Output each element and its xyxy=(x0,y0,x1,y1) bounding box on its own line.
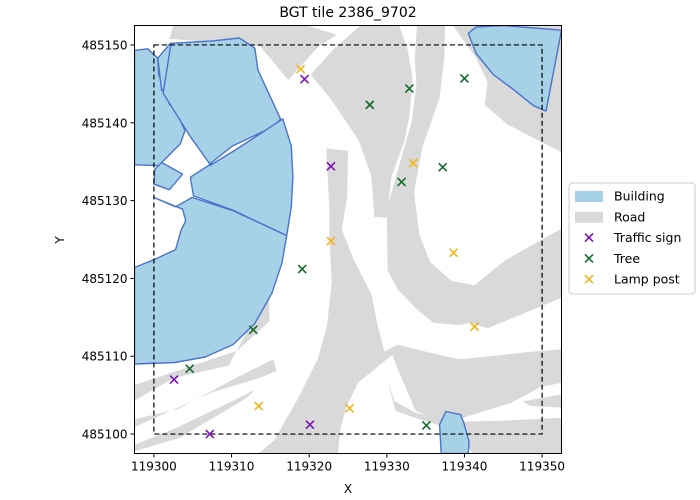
y-tick-label: 485140 xyxy=(82,116,128,130)
legend-frame xyxy=(568,182,696,295)
tree-point xyxy=(438,162,448,172)
y-tick-label: 485150 xyxy=(82,38,128,52)
traffic-sign-point xyxy=(326,161,336,171)
lamp-post-point xyxy=(296,64,306,74)
x-tick-label: 119350 xyxy=(519,460,565,474)
legend-label-building: Building xyxy=(614,189,665,204)
legend-marker-traffic-sign xyxy=(584,233,594,243)
traffic-sign-point xyxy=(205,429,215,439)
building-polygon xyxy=(467,25,562,112)
legend-marker-tree xyxy=(584,253,594,263)
road-polygon xyxy=(310,25,413,218)
road-polygon xyxy=(134,389,256,452)
road-polygon xyxy=(387,380,562,454)
legend-swatch-road xyxy=(575,211,603,223)
traffic-sign-point xyxy=(169,375,179,385)
tree-point xyxy=(404,83,414,94)
chart-title: BGT tile 2386_9702 xyxy=(279,5,416,21)
x-tick-label: 119310 xyxy=(209,460,255,474)
road-polygon xyxy=(169,25,338,80)
tree-point xyxy=(365,100,375,110)
building-polygon xyxy=(438,410,470,454)
x-tick-label: 119330 xyxy=(364,460,410,474)
road-polygon xyxy=(134,359,277,427)
lamp-post-point xyxy=(408,158,418,168)
x-axis-label: X xyxy=(344,482,352,496)
legend-label-tree: Tree xyxy=(613,251,640,266)
lamp-post-point xyxy=(254,401,264,411)
x-axis: 119300 119310 119320 119330 119340 119350 xyxy=(131,453,565,474)
legend: Building Road Traffic sign Tree Lamp post xyxy=(568,182,696,295)
tile-bbox xyxy=(153,44,543,435)
legend-marker-lamp-post xyxy=(584,274,594,284)
traffic-sign-point xyxy=(299,74,310,84)
tile-bbox-layer xyxy=(153,44,543,435)
tree-point xyxy=(248,325,258,335)
x-tick-label: 119300 xyxy=(131,460,177,474)
x-tick-label: 119320 xyxy=(286,460,332,474)
road-polygon xyxy=(134,292,270,401)
tree-point xyxy=(421,420,431,431)
lamp-post-point xyxy=(449,248,459,258)
y-tick-label: 485130 xyxy=(82,194,128,208)
x-tick-label: 119340 xyxy=(442,460,488,474)
building-layer xyxy=(134,25,562,454)
lamp-post-point xyxy=(344,403,355,413)
y-tick-label: 485110 xyxy=(82,350,128,364)
plot-frame xyxy=(134,25,562,454)
building-polygon xyxy=(153,161,184,191)
building-polygon xyxy=(134,196,288,365)
tree-point xyxy=(397,177,407,187)
traffic-sign-point xyxy=(305,420,315,430)
lamp-post-point xyxy=(469,322,480,332)
tree-point xyxy=(185,364,195,374)
lamp-post-point xyxy=(326,236,336,246)
y-tick-label: 485100 xyxy=(82,428,128,442)
legend-label-road: Road xyxy=(614,209,645,224)
legend-swatch-building xyxy=(575,191,603,202)
road-polygon xyxy=(258,148,562,454)
plot-area xyxy=(134,25,562,454)
tree-point xyxy=(297,264,307,274)
legend-label-traffic-sign: Traffic sign xyxy=(613,230,681,245)
tree-point xyxy=(459,73,470,83)
road-layer xyxy=(134,25,562,454)
y-tick-label: 485120 xyxy=(82,272,128,286)
building-polygon xyxy=(189,118,294,237)
marker-layer xyxy=(169,64,480,439)
y-axis-label: Y xyxy=(53,236,67,245)
y-axis: 485100 485110 485120 485130 485140 485150 xyxy=(82,38,135,442)
road-polygon xyxy=(386,25,562,329)
legend-label-lamp-post: Lamp post xyxy=(614,272,680,287)
